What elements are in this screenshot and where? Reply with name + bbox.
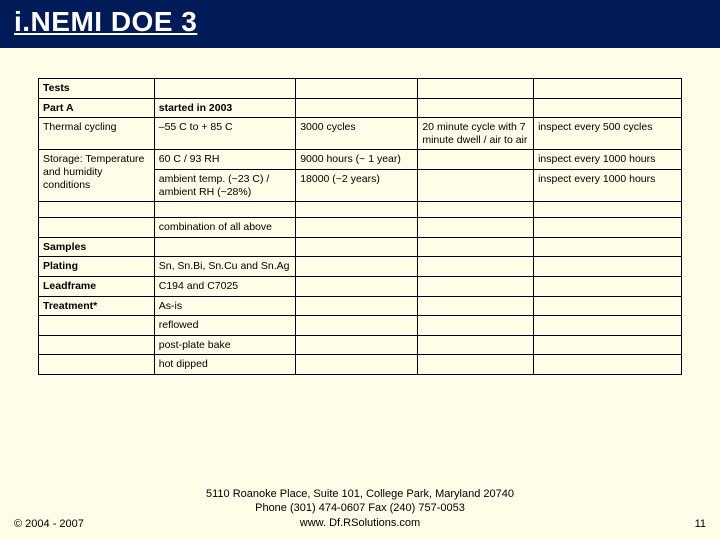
table-cell: Tests: [39, 79, 155, 99]
table-cell: [418, 202, 534, 218]
table-cell: Storage: Temperature and humidity condit…: [39, 150, 155, 202]
page-number: 11: [695, 518, 706, 530]
table-row: Storage: Temperature and humidity condit…: [39, 150, 682, 170]
table-cell: –55 C to + 85 C: [154, 118, 295, 150]
slide: i.NEMI DOE 3 TestsPart Astarted in 2003T…: [0, 0, 720, 540]
table-cell: [418, 150, 534, 170]
table-row: post-plate bake: [39, 335, 682, 355]
page-title: i.NEMI DOE 3: [14, 6, 197, 37]
table-cell: ambient temp. (~23 C) / ambient RH (~28%…: [154, 169, 295, 201]
table-cell: [296, 202, 418, 218]
table-cell: [534, 276, 682, 296]
table-cell: [296, 98, 418, 118]
address-line: Phone (301) 474-0607 Fax (240) 757-0053: [0, 501, 720, 515]
table-cell: [534, 316, 682, 336]
table-body: TestsPart Astarted in 2003Thermal cyclin…: [39, 79, 682, 375]
table-cell: Sn, Sn.Bi, Sn.Cu and Sn.Ag: [154, 257, 295, 277]
table-cell: [154, 79, 295, 99]
table-cell: [418, 335, 534, 355]
footer: 5110 Roanoke Place, Suite 101, College P…: [0, 487, 720, 530]
table-cell: [418, 296, 534, 316]
table-cell: [418, 237, 534, 257]
table-cell: [534, 296, 682, 316]
table-cell: Leadframe: [39, 276, 155, 296]
table-row: LeadframeC194 and C7025: [39, 276, 682, 296]
table-cell: [534, 237, 682, 257]
table-cell: [296, 296, 418, 316]
table-cell: 18000 (~2 years): [296, 169, 418, 201]
table-cell: [534, 335, 682, 355]
data-table: TestsPart Astarted in 2003Thermal cyclin…: [38, 78, 682, 375]
table-cell: [39, 355, 155, 375]
address-line: 5110 Roanoke Place, Suite 101, College P…: [0, 487, 720, 501]
table-cell: [534, 98, 682, 118]
table-cell: inspect every 500 cycles: [534, 118, 682, 150]
table-row: PlatingSn, Sn.Bi, Sn.Cu and Sn.Ag: [39, 257, 682, 277]
table-cell: [296, 276, 418, 296]
table-cell: Samples: [39, 237, 155, 257]
footer-address: 5110 Roanoke Place, Suite 101, College P…: [0, 487, 720, 530]
address-line: www. Df.RSolutions.com: [0, 516, 720, 530]
table-cell: [534, 257, 682, 277]
table-cell: [418, 355, 534, 375]
table-cell: [296, 316, 418, 336]
footer-copyright: © 2004 - 2007: [14, 518, 84, 530]
table-row: Tests: [39, 79, 682, 99]
table-cell: [296, 237, 418, 257]
table-cell: 60 C / 93 RH: [154, 150, 295, 170]
table-cell: inspect every 1000 hours: [534, 169, 682, 201]
title-band: i.NEMI DOE 3: [0, 0, 720, 48]
table-cell: C194 and C7025: [154, 276, 295, 296]
table-cell: [418, 276, 534, 296]
table-cell: [418, 316, 534, 336]
table-cell: [418, 98, 534, 118]
table-cell: 3000 cycles: [296, 118, 418, 150]
table-cell: [418, 79, 534, 99]
table-cell: Thermal cycling: [39, 118, 155, 150]
table-cell: [534, 218, 682, 238]
table-cell: [296, 257, 418, 277]
content-area: TestsPart Astarted in 2003Thermal cyclin…: [0, 48, 720, 375]
table-cell: hot dipped: [154, 355, 295, 375]
table-cell: Part A: [39, 98, 155, 118]
table-cell: reflowed: [154, 316, 295, 336]
table-row: Part Astarted in 2003: [39, 98, 682, 118]
table-row: hot dipped: [39, 355, 682, 375]
table-cell: [154, 237, 295, 257]
table-row: Thermal cycling–55 C to + 85 C3000 cycle…: [39, 118, 682, 150]
table-row: Samples: [39, 237, 682, 257]
table-row: Treatment*As-is: [39, 296, 682, 316]
table-cell: [418, 218, 534, 238]
table-cell: [39, 335, 155, 355]
table-cell: [534, 79, 682, 99]
table-cell: combination of all above: [154, 218, 295, 238]
table-row: combination of all above: [39, 218, 682, 238]
table-cell: [296, 355, 418, 375]
table-cell: [154, 202, 295, 218]
table-cell: Treatment*: [39, 296, 155, 316]
table-cell: [39, 218, 155, 238]
table-cell: [418, 257, 534, 277]
table-cell: started in 2003: [154, 98, 295, 118]
table-cell: 9000 hours (~ 1 year): [296, 150, 418, 170]
table-cell: [418, 169, 534, 201]
table-cell: As-is: [154, 296, 295, 316]
table-cell: Plating: [39, 257, 155, 277]
table-cell: [296, 335, 418, 355]
table-cell: [534, 355, 682, 375]
table-cell: [534, 202, 682, 218]
table-cell: 20 minute cycle with 7 minute dwell / ai…: [418, 118, 534, 150]
table-row: [39, 202, 682, 218]
table-cell: [39, 316, 155, 336]
table-cell: post-plate bake: [154, 335, 295, 355]
table-cell: inspect every 1000 hours: [534, 150, 682, 170]
table-cell: [39, 202, 155, 218]
table-cell: [296, 218, 418, 238]
table-cell: [296, 79, 418, 99]
table-row: reflowed: [39, 316, 682, 336]
